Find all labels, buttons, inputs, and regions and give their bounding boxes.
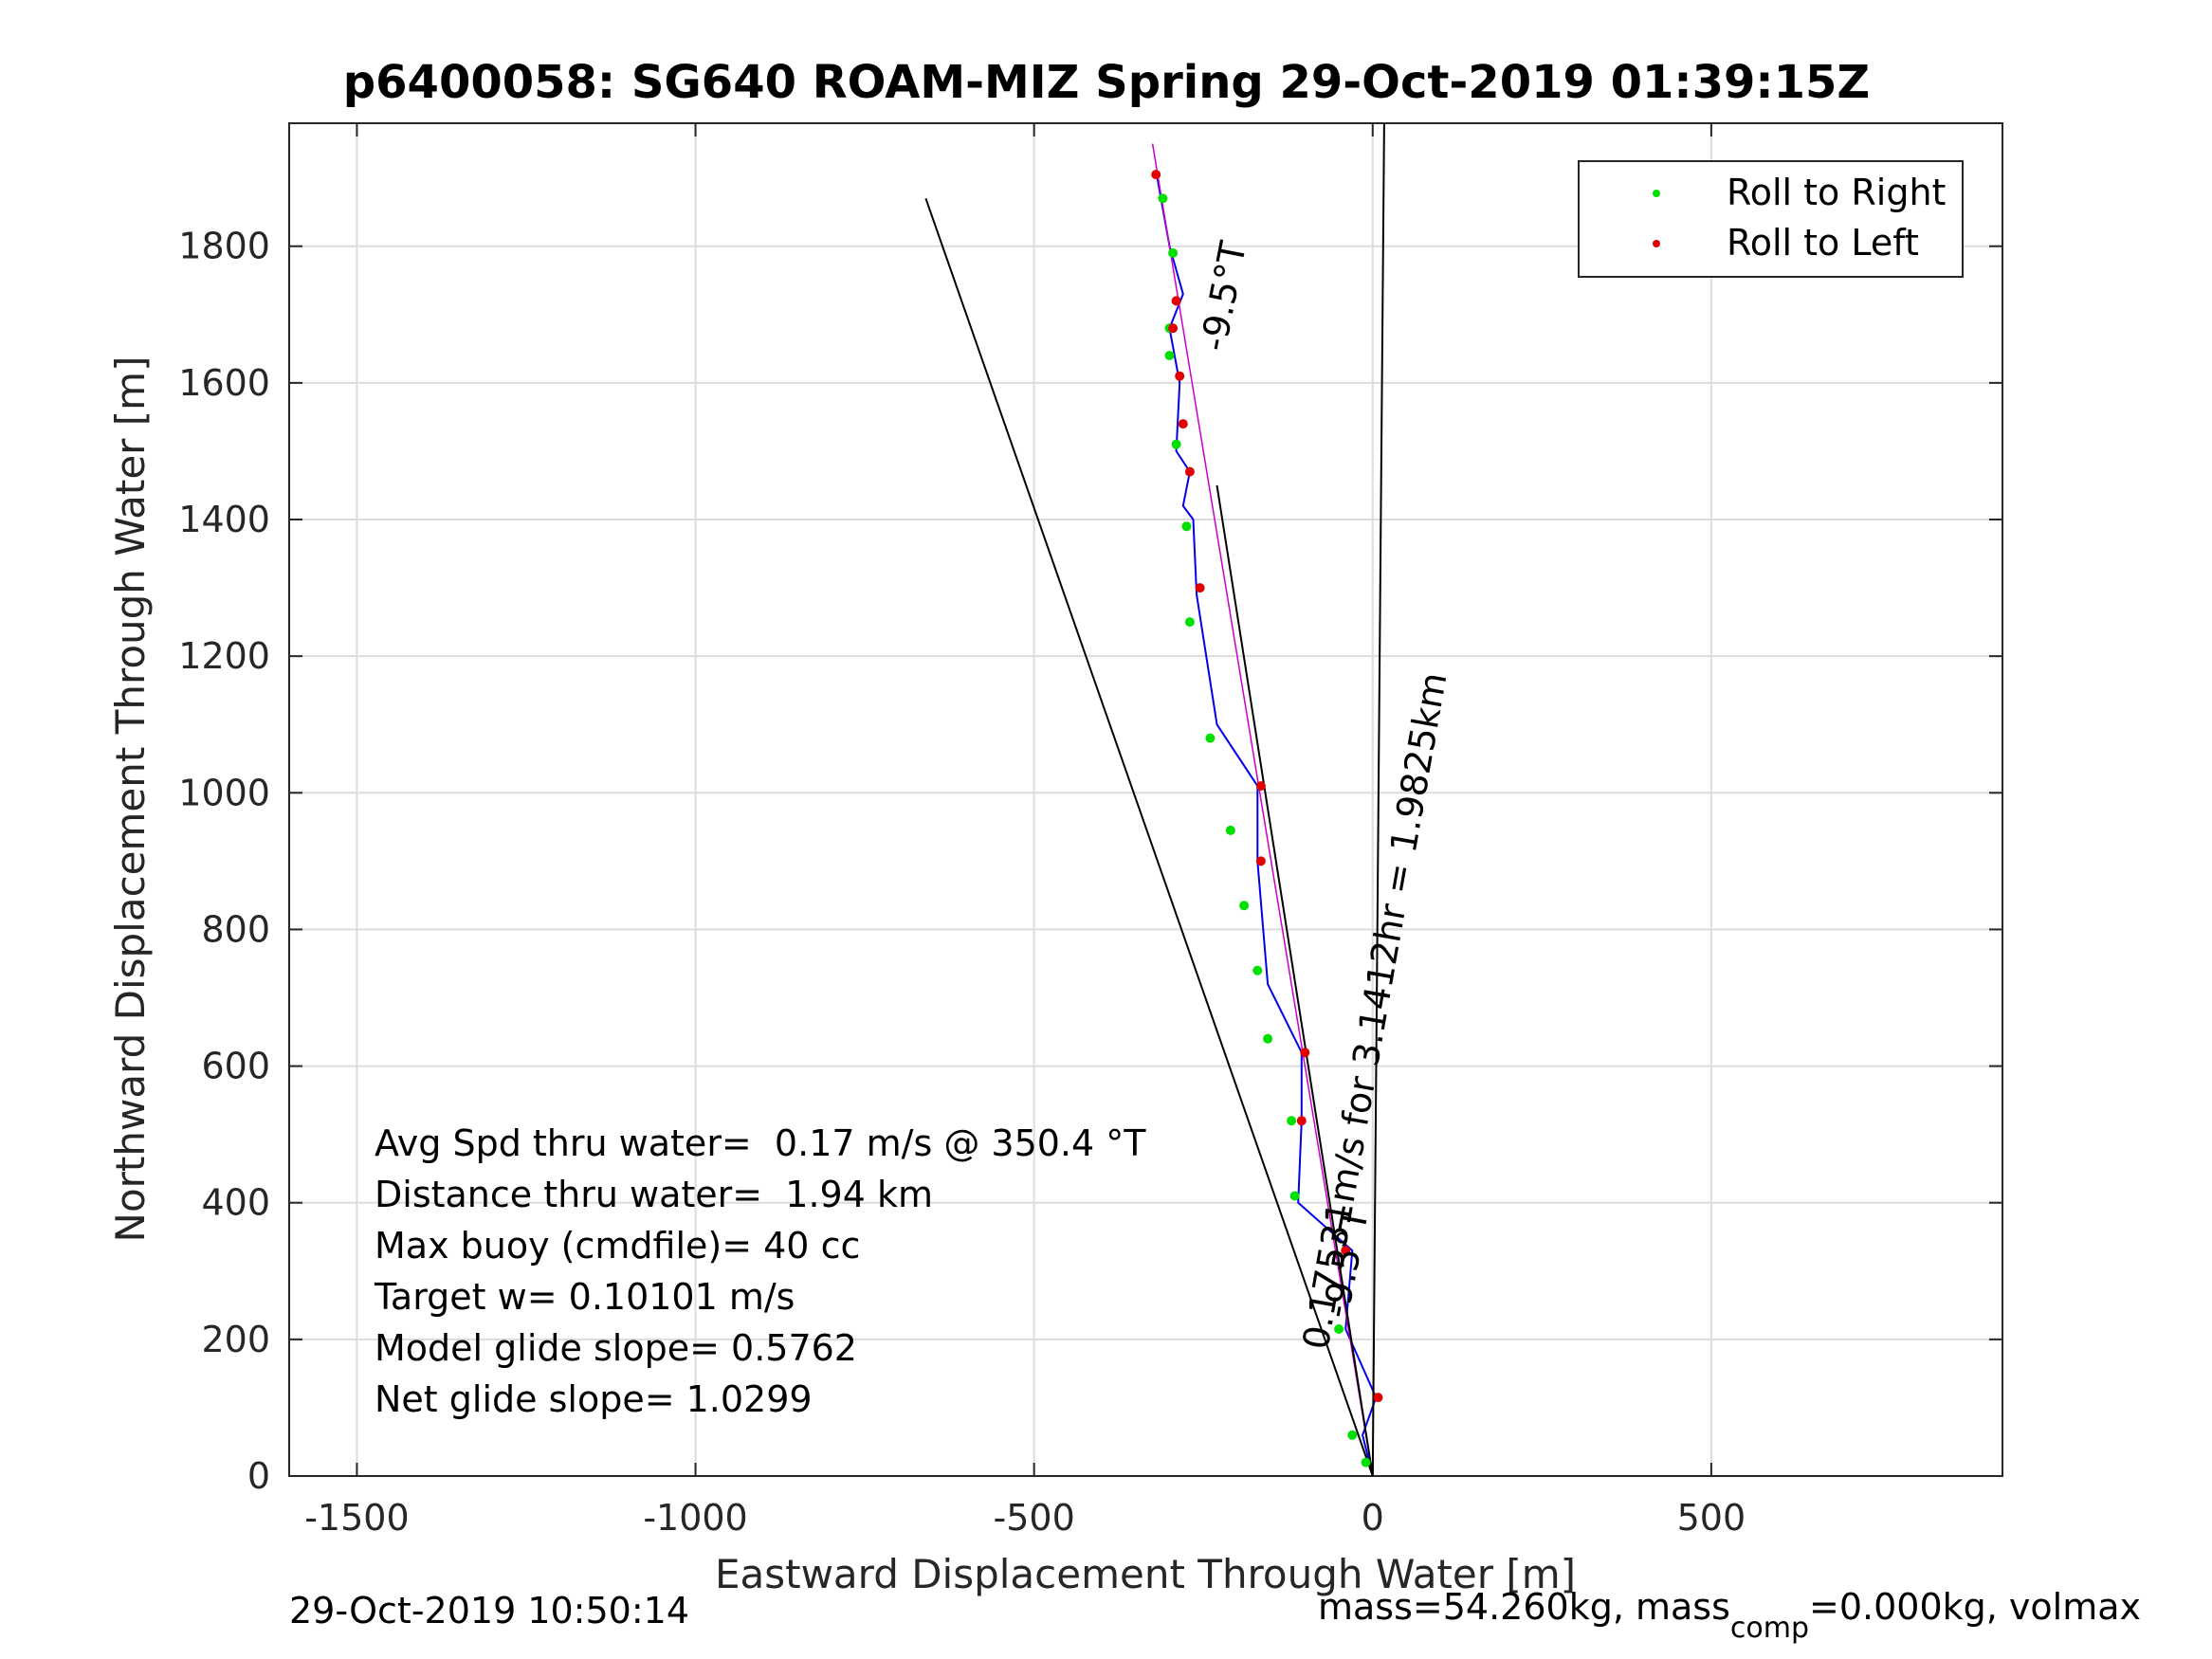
roll-left-point bbox=[1195, 583, 1205, 593]
stat-target-w: Target w= 0.10101 m/s bbox=[374, 1276, 795, 1318]
roll-left-point bbox=[1300, 1048, 1310, 1058]
x-tick-label: -500 bbox=[994, 1497, 1075, 1539]
roll-right-point bbox=[1287, 1116, 1297, 1126]
x-tick-label: -1500 bbox=[304, 1497, 409, 1539]
x-tick-label: 0 bbox=[1362, 1497, 1384, 1539]
grid bbox=[289, 123, 2002, 1477]
legend-label-right: Roll to Right bbox=[1727, 172, 1946, 213]
roll-right-point bbox=[1263, 1033, 1273, 1044]
y-tick-label: 1800 bbox=[178, 226, 270, 267]
roll-right-point bbox=[1184, 617, 1195, 628]
footer-mass: mass=54.260kg, masscomp=0.000kg, volmax bbox=[1318, 1586, 2141, 1645]
line-heading-line bbox=[1151, 143, 1374, 1477]
x-tick-label: -1000 bbox=[643, 1497, 747, 1539]
legend: Roll to Right Roll to Left bbox=[1578, 160, 1964, 278]
y-tick-label: 200 bbox=[201, 1319, 270, 1360]
y-tick-label: 1000 bbox=[178, 772, 270, 813]
y-tick-label: 1400 bbox=[178, 499, 270, 540]
roll-right-point bbox=[1164, 351, 1175, 360]
y-tick-label: 400 bbox=[201, 1182, 270, 1224]
roll-right-point bbox=[1361, 1457, 1371, 1468]
x-axis-label: Eastward Displacement Through Water [m] bbox=[715, 1551, 1576, 1597]
roll-right-point bbox=[1225, 825, 1235, 835]
line-track bbox=[1156, 177, 1378, 1477]
footer-mass-sub: comp bbox=[1730, 1612, 1809, 1645]
plot-area bbox=[288, 122, 2003, 1477]
chart-points bbox=[1151, 170, 1383, 1468]
stat-distance: Distance thru water= 1.94 km bbox=[375, 1174, 933, 1215]
legend-label-left: Roll to Left bbox=[1727, 222, 1919, 264]
roll-left-point bbox=[1151, 170, 1161, 180]
y-tick-label: 0 bbox=[247, 1455, 270, 1497]
y-axis-label: Northward Displacement Through Water [m] bbox=[107, 356, 154, 1243]
chart-lines bbox=[924, 122, 1385, 1477]
y-tick-label: 800 bbox=[201, 908, 270, 950]
x-tick-label: 500 bbox=[1677, 1497, 1746, 1539]
stat-avg-speed: Avg Spd thru water= 0.17 m/s @ 350.4 °T bbox=[375, 1122, 1146, 1164]
legend-box bbox=[1578, 160, 1964, 278]
roll-right-point bbox=[1289, 1191, 1300, 1201]
roll-left-point bbox=[1175, 371, 1185, 381]
roll-right-point bbox=[1158, 193, 1168, 204]
y-tick-label: 1600 bbox=[178, 362, 270, 404]
roll-right-point bbox=[1239, 901, 1250, 911]
y-tick-label: 1200 bbox=[178, 635, 270, 677]
line-reference-2 bbox=[1371, 122, 1385, 1477]
stat-model-glide: Model glide slope= 0.5762 bbox=[375, 1327, 857, 1369]
y-tick-label: 600 bbox=[201, 1046, 270, 1087]
roll-left-point bbox=[1184, 466, 1195, 477]
stats-block: Avg Spd thru water= 0.17 m/s @ 350.4 °T … bbox=[374, 1122, 1146, 1420]
roll-right-point bbox=[1347, 1430, 1358, 1440]
stat-max-buoy: Max buoy (cmdfile)= 40 cc bbox=[375, 1225, 860, 1267]
roll-left-point bbox=[1171, 296, 1181, 306]
footer-mass-prefix: mass=54.260kg, mass bbox=[1318, 1586, 1730, 1628]
roll-left-point bbox=[1296, 1116, 1307, 1126]
legend-marker-right bbox=[1653, 190, 1660, 197]
legend-marker-left bbox=[1653, 240, 1660, 247]
roll-right-point bbox=[1205, 733, 1216, 743]
roll-right-point bbox=[1252, 965, 1263, 975]
roll-right-point bbox=[1171, 439, 1181, 449]
roll-left-point bbox=[1178, 419, 1188, 429]
chart-title: p6400058: SG640 ROAM-MIZ Spring 29-Oct-2… bbox=[343, 56, 1870, 109]
roll-left-point bbox=[1168, 323, 1179, 334]
stat-net-glide: Net glide slope= 1.0299 bbox=[375, 1378, 813, 1420]
axes: -1500 -1000 -500 0 500 0 200 400 600 800 1000 1200 1… bbox=[178, 123, 2002, 1539]
line-reference-1 bbox=[924, 197, 1374, 1477]
line-reference-3 bbox=[1216, 484, 1374, 1477]
roll-right-point bbox=[1181, 521, 1192, 532]
roll-left-point bbox=[1341, 1246, 1351, 1256]
footer-timestamp: 29-Oct-2019 10:50:14 bbox=[289, 1590, 689, 1632]
roll-right-point bbox=[1334, 1324, 1344, 1334]
footer-mass-suffix: =0.000kg, volmax bbox=[1809, 1586, 2141, 1628]
roll-left-point bbox=[1255, 781, 1266, 792]
roll-right-point bbox=[1168, 247, 1179, 258]
roll-left-point bbox=[1373, 1393, 1383, 1403]
roll-left-point bbox=[1255, 856, 1266, 866]
